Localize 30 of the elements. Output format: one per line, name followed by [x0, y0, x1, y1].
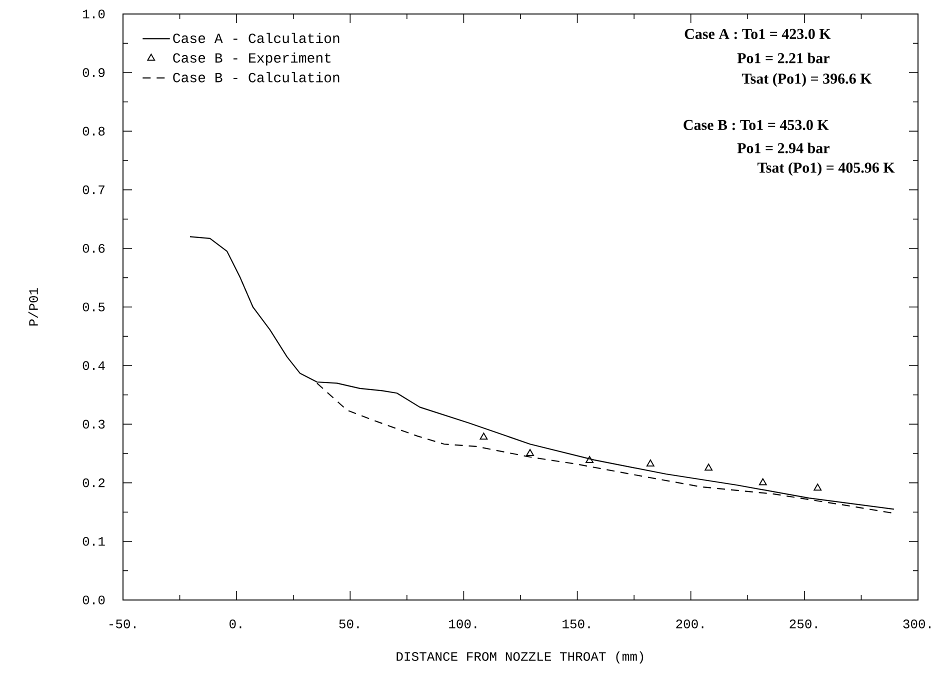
x-tick-label: 50.	[339, 620, 359, 628]
y-tick-label: 0.0	[82, 596, 105, 604]
y-axis-title: P/P01	[28, 288, 38, 326]
x-axis-title: DISTANCE FROM NOZZLE THROAT (mm)	[396, 651, 644, 664]
annotation: Po1 = 2.21 bar	[737, 52, 830, 64]
legend-label: Case B - Experiment	[173, 52, 331, 66]
annotation: Tsat (Po1) = 405.96 K	[757, 162, 895, 176]
annotation: Po1 = 2.94 bar	[737, 142, 830, 154]
annotation: Case B : To1 = 453.0 K	[684, 120, 829, 130]
y-tick-label: 0.1	[82, 536, 105, 546]
y-tick-label: 0.5	[82, 302, 105, 312]
y-tick-label: 0.2	[82, 478, 105, 488]
y-tick-label: 0.7	[82, 185, 104, 194]
x-tick-label: 200.	[676, 620, 704, 628]
x-tick-label: 250.	[790, 620, 817, 628]
y-tick-label: 0.4	[82, 361, 105, 370]
y-tick-label: 0.8	[82, 126, 105, 136]
annotation: Tsat (Po1) = 396.6 K	[742, 73, 872, 87]
annotation: Case A : To1 = 423.0 K	[684, 28, 831, 40]
legend-label: Case A - Calculation	[173, 32, 340, 44]
y-tick-label: 0.3	[82, 420, 105, 429]
x-tick-label: 100.	[449, 620, 476, 628]
y-tick-label: 0.6	[82, 244, 105, 253]
x-tick-label: 150.	[562, 620, 590, 628]
x-tick-label: 300.	[903, 620, 930, 628]
x-tick-label: -50.	[110, 620, 136, 628]
y-tick-label: 1.0	[83, 10, 105, 18]
y-tick-label: 0.9	[82, 68, 105, 77]
legend-label: Case B - Calculation	[173, 72, 340, 82]
x-tick-label: 0.	[230, 620, 242, 628]
